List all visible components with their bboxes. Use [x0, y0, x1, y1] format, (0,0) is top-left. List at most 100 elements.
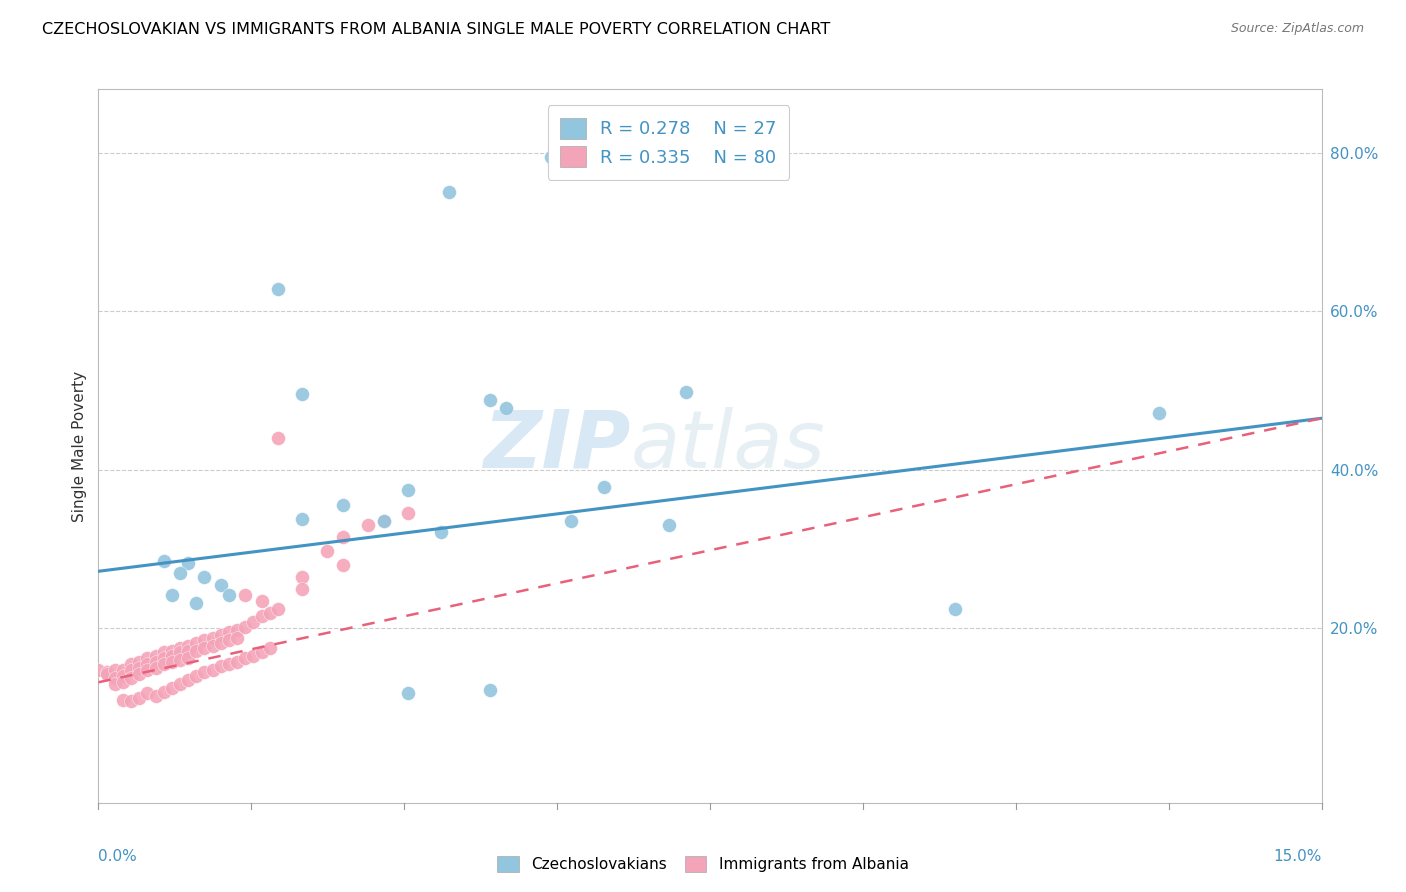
Point — [250, 609, 273, 624]
Point — [250, 645, 273, 659]
Legend: R = 0.278    N = 27, R = 0.335    N = 80: R = 0.278 N = 27, R = 0.335 N = 80 — [548, 105, 789, 179]
Point — [315, 543, 337, 558]
Point — [332, 530, 354, 544]
Point — [96, 667, 118, 681]
Point — [120, 694, 142, 708]
Point — [152, 554, 174, 568]
Point — [120, 663, 142, 677]
Point — [242, 615, 264, 629]
Point — [226, 623, 249, 637]
Point — [233, 588, 256, 602]
Point — [291, 582, 314, 596]
Point — [209, 659, 232, 673]
Point — [136, 657, 159, 671]
Point — [169, 677, 191, 691]
Point — [169, 653, 191, 667]
Point — [136, 651, 159, 665]
Point — [186, 643, 208, 657]
Point — [186, 669, 208, 683]
Point — [396, 686, 419, 700]
Y-axis label: Single Male Poverty: Single Male Poverty — [72, 370, 87, 522]
Legend: Czechoslovakians, Immigrants from Albania: Czechoslovakians, Immigrants from Albani… — [489, 848, 917, 880]
Point — [291, 570, 314, 584]
Point — [128, 661, 150, 675]
Point — [152, 645, 174, 659]
Point — [152, 651, 174, 665]
Point — [136, 663, 159, 677]
Point — [160, 643, 183, 657]
Point — [177, 673, 200, 687]
Point — [218, 633, 240, 648]
Point — [111, 692, 134, 706]
Point — [1147, 406, 1170, 420]
Point — [111, 663, 134, 677]
Point — [250, 593, 273, 607]
Point — [160, 588, 183, 602]
Point — [209, 578, 232, 592]
Point — [478, 683, 501, 698]
Point — [259, 606, 281, 620]
Point — [193, 641, 215, 656]
Point — [218, 657, 240, 671]
Point — [291, 512, 314, 526]
Point — [332, 558, 354, 572]
Point — [267, 601, 290, 615]
Text: 0.0%: 0.0% — [98, 849, 138, 864]
Point — [96, 665, 118, 679]
Point — [160, 649, 183, 664]
Point — [226, 655, 249, 669]
Point — [160, 681, 183, 695]
Point — [177, 639, 200, 653]
Point — [233, 620, 256, 634]
Point — [152, 657, 174, 671]
Point — [437, 186, 460, 200]
Point — [332, 499, 354, 513]
Point — [201, 631, 224, 645]
Point — [373, 514, 395, 528]
Point — [396, 507, 419, 521]
Point — [209, 635, 232, 649]
Point — [193, 633, 215, 648]
Point — [218, 588, 240, 602]
Point — [267, 431, 290, 445]
Point — [160, 655, 183, 669]
Point — [128, 667, 150, 681]
Point — [356, 518, 378, 533]
Point — [242, 649, 264, 664]
Point — [111, 675, 134, 690]
Point — [201, 639, 224, 653]
Point — [128, 691, 150, 706]
Point — [152, 685, 174, 699]
Point — [478, 392, 501, 407]
Point — [943, 601, 966, 615]
Point — [145, 689, 167, 703]
Point — [120, 671, 142, 685]
Point — [658, 518, 681, 533]
Point — [169, 566, 191, 580]
Point — [169, 645, 191, 659]
Point — [675, 385, 697, 400]
Point — [145, 655, 167, 669]
Point — [209, 628, 232, 642]
Point — [87, 663, 110, 677]
Point — [111, 669, 134, 683]
Point — [104, 677, 127, 691]
Point — [128, 655, 150, 669]
Point — [201, 663, 224, 677]
Point — [226, 631, 249, 645]
Point — [233, 651, 256, 665]
Point — [186, 596, 208, 610]
Point — [104, 663, 127, 677]
Point — [218, 625, 240, 640]
Text: atlas: atlas — [630, 407, 825, 485]
Point — [430, 524, 453, 539]
Point — [373, 514, 395, 528]
Point — [540, 150, 562, 164]
Point — [495, 401, 517, 415]
Point — [136, 686, 159, 700]
Point — [267, 282, 290, 296]
Point — [186, 635, 208, 649]
Point — [145, 649, 167, 664]
Point — [177, 557, 200, 571]
Point — [259, 641, 281, 656]
